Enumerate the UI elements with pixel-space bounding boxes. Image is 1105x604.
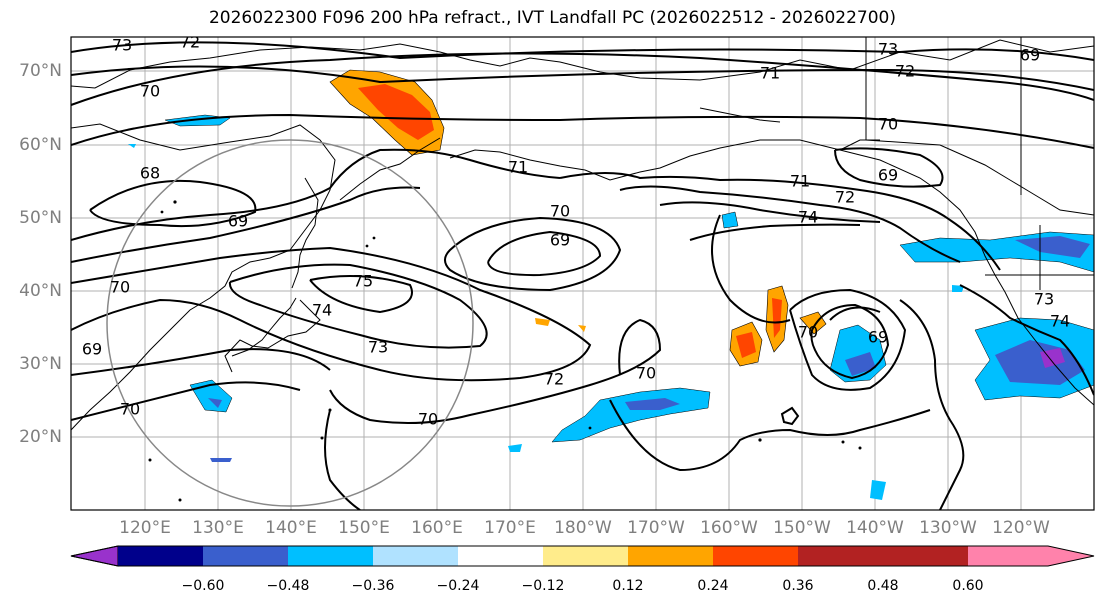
contour-label: 71 [760,64,780,83]
contour-label: 70 [636,364,656,383]
lat-label: 30°N [19,354,62,374]
colorbar-bin [883,546,968,566]
lon-label: 120°E [119,518,171,538]
contour-label: 75 [353,272,373,291]
contour-label: 69 [878,166,898,185]
lon-label: 160°E [411,518,463,538]
lon-label: 160°W [700,518,758,538]
contour-label: 70 [798,323,818,342]
contour-label: 69 [228,212,248,231]
contour-label: 68 [140,164,160,183]
lon-label: 170°E [484,518,536,538]
lon-label: 140°W [846,518,904,538]
colorbar-tick: −0.12 [522,578,565,594]
lon-label: 130°W [919,518,977,538]
contour-label: 70 [418,410,438,429]
contour-label: 73 [1034,290,1054,309]
lat-label: 50°N [19,208,62,228]
lon-label: 130°E [192,518,244,538]
lon-label: 140°E [265,518,317,538]
contour-label: 72 [835,188,855,207]
contour-label: 74 [798,208,818,227]
colorbar-extend-min [70,545,119,567]
colorbar: −0.60 −0.48 −0.36 −0.24 −0.12 0.12 0.24 … [70,545,1095,594]
colorbar-bin [288,546,373,566]
lat-label: 60°N [19,135,62,155]
colorbar-tick: 0.60 [952,578,983,594]
contour-label: 70 [140,82,160,101]
contour-label: 70 [110,278,130,297]
shaded-field [128,69,1094,500]
contour-label: 72 [544,370,564,389]
contour-label: 72 [895,62,915,81]
colorbar-bin [203,546,288,566]
colorbar-bin [798,546,883,566]
map-title: 2026022300 F096 200 hPa refract., IVT La… [208,8,896,28]
lon-label: 170°W [627,518,685,538]
map-frame [70,36,1095,511]
colorbar-tick: −0.48 [267,578,310,594]
contour-label: 69 [1020,46,1040,65]
colorbar-bin [968,546,1094,566]
colorbar-outline [70,545,1095,567]
contour-label: 70 [550,202,570,221]
contour-label: 70 [120,400,140,419]
contour-label: 71 [790,172,810,191]
contour-label: 73 [368,338,388,357]
contour-label: 70 [878,115,898,134]
refractivity-contours [71,41,1094,510]
contour-label: 69 [550,231,570,250]
colorbar-tick: 0.24 [697,578,728,594]
lat-label: 40°N [19,281,62,301]
lat-label: 70°N [19,61,62,81]
colorbar-tick: 0.36 [782,578,813,594]
colorbar-tick: −0.60 [182,578,225,594]
colorbar-bin [118,546,203,566]
lon-label: 150°W [773,518,831,538]
colorbar-tick: −0.36 [352,578,395,594]
contour-label: 69 [82,340,102,359]
contour-label: 73 [112,36,132,55]
lat-label: 20°N [19,427,62,447]
contour-label: 74 [1050,312,1070,331]
colorbar-tick: 0.12 [612,578,643,594]
distance-ring [106,139,474,507]
colorbar-bin [628,546,713,566]
lon-label: 120°W [992,518,1050,538]
contour-label: 69 [868,328,888,347]
colorbar-bin [713,546,798,566]
contour-label: 71 [508,158,528,177]
contour-label: 72 [180,33,200,52]
colorbar-bin [458,546,543,566]
colorbar-tick: −0.24 [437,578,480,594]
colorbar-tick: 0.48 [867,578,898,594]
lon-label: 150°E [338,518,390,538]
lon-label: 180°W [554,518,612,538]
colorbar-bin [373,546,458,566]
colorbar-bin [543,546,628,566]
latitude-labels: 70°N 60°N 50°N 40°N 30°N 20°N [19,61,62,447]
contour-label: 73 [878,40,898,59]
longitude-labels: 120°E 130°E 140°E 150°E 160°E 170°E 180°… [119,518,1050,538]
contour-labels: 73 72 70 68 69 71 70 69 75 74 73 72 70 7… [82,33,1070,429]
contour-label: 74 [312,301,332,320]
